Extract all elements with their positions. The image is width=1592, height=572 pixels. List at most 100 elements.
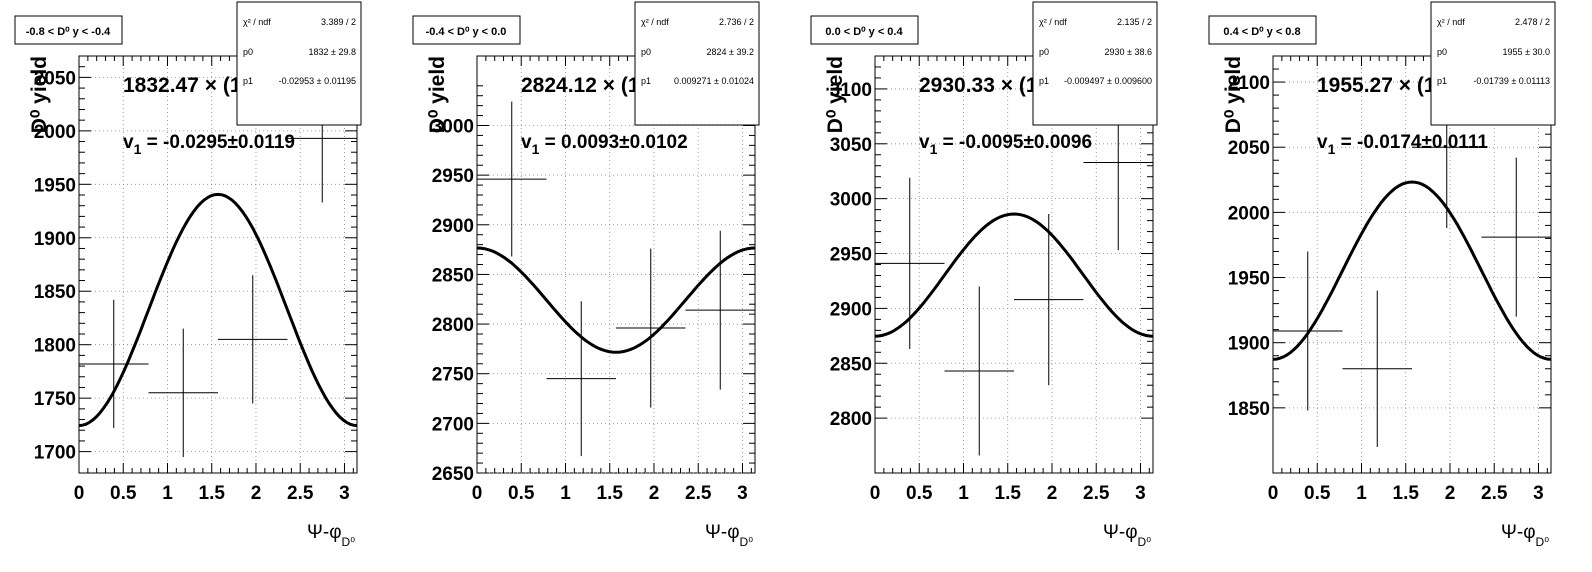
y-tick-label: 1700 xyxy=(34,443,76,464)
y-tick-label: 2950 xyxy=(830,245,872,266)
panel-title: 0.0 < D⁰ y < 0.4 xyxy=(825,26,903,38)
x-tick-label: 0 xyxy=(74,483,85,504)
data-point xyxy=(685,230,755,390)
v1-value: = -0.0095±0.0096 xyxy=(937,132,1092,153)
chart-panel-4: 0 0.5 1 1.5 2 2.5 3 1850 1900 1950 2000 2050 2100 195… xyxy=(1208,1,1556,549)
v1-result: v1 = -0.0174±0.0111 xyxy=(1317,132,1488,157)
chart-panel-2: 0 0.5 1 1.5 2 2.5 3 2650 2700 2750 2800 2850 2900 295… xyxy=(412,1,760,549)
stats-box: χ² / ndf 2.135 / 2 p0 2930 ± 38.6 p1 -0.00949… xyxy=(1032,1,1158,126)
chart-panel-1: 0 0.5 1 1.5 2 2.5 3 1700 1750 1800 1850 1900 1950 200… xyxy=(14,1,362,549)
data-point xyxy=(79,299,149,429)
x-tick-label: 1.5 xyxy=(1393,483,1420,504)
y-tick-label: 1900 xyxy=(1228,334,1270,355)
x-tick-label: 1.5 xyxy=(995,483,1022,504)
data-point xyxy=(875,177,945,349)
y-tick-label: 2000 xyxy=(1228,203,1270,224)
x-tick-label: 1 xyxy=(1356,483,1367,504)
x-axis-title: Ψ-φD⁰ xyxy=(307,522,355,549)
x-tick-label: 3 xyxy=(339,483,350,504)
x-tick-label: 1.5 xyxy=(199,483,226,504)
x-axis-title-sub: D⁰ xyxy=(1536,535,1550,549)
stats-p1-value: 0.009271 ± 0.01024 xyxy=(674,76,754,86)
data-point xyxy=(1273,251,1343,411)
stats-p1-value: -0.009497 ± 0.009600 xyxy=(1064,76,1152,86)
x-axis-title-sub: D⁰ xyxy=(740,535,754,549)
data-point xyxy=(1342,290,1412,447)
x-tick-label: 2 xyxy=(1047,483,1058,504)
y-axis-title: D⁰ yield xyxy=(1222,56,1245,133)
x-axis-title: Ψ-φD⁰ xyxy=(1501,522,1549,549)
v1-subscript: 1 xyxy=(930,141,938,157)
y-tick-label: 2050 xyxy=(34,68,76,89)
y-tick-label: 2700 xyxy=(432,414,474,435)
stats-chi2-value: 3.389 / 2 xyxy=(321,17,356,27)
panel-title: -0.4 < D⁰ y < 0.0 xyxy=(426,26,507,38)
x-tick-label: 3 xyxy=(737,483,748,504)
v1-value: = -0.0295±0.0119 xyxy=(141,132,295,153)
stats-p0-value: 1955 ± 30.0 xyxy=(1503,47,1550,57)
title-box-frame xyxy=(810,15,919,45)
x-tick-label: 3 xyxy=(1533,483,1544,504)
x-tick-label: 1 xyxy=(560,483,571,504)
x-tick-label: 1 xyxy=(162,483,173,504)
panel-title-box: -0.8 < D⁰ y < -0.4 xyxy=(14,15,123,45)
title-box-frame xyxy=(412,15,521,45)
y-tick-label: 2800 xyxy=(432,315,474,336)
y-tick-label: 2800 xyxy=(830,409,872,430)
stats-chi2-label: χ² / ndf xyxy=(1039,17,1067,27)
x-axis-title-main: Ψ-φ xyxy=(1103,522,1138,543)
x-tick-label: 2 xyxy=(649,483,660,504)
y-tick-label: 2000 xyxy=(34,122,76,143)
title-box-frame xyxy=(1208,15,1317,45)
v1-subscript: 1 xyxy=(532,141,540,157)
fit-curve xyxy=(476,246,756,354)
stats-chi2-label: χ² / ndf xyxy=(641,17,669,27)
panel-title-box: 0.4 < D⁰ y < 0.8 xyxy=(1208,15,1317,45)
x-tick-label: 0 xyxy=(1268,483,1279,504)
v1-result: v1 = -0.0095±0.0096 xyxy=(919,132,1092,157)
y-tick-label: 1950 xyxy=(34,175,76,196)
y-tick-label: 2850 xyxy=(830,354,872,375)
data-point xyxy=(477,101,547,257)
y-tick-label: 3000 xyxy=(432,117,474,138)
y-tick-label: 2050 xyxy=(1228,138,1270,159)
y-tick-label: 3100 xyxy=(830,80,872,101)
panel-title: 0.4 < D⁰ y < 0.8 xyxy=(1223,26,1300,38)
y-tick-label: 2750 xyxy=(432,365,474,386)
stats-p0-value: 2930 ± 38.6 xyxy=(1105,47,1152,57)
fit-curve xyxy=(874,212,1154,338)
stats-p0-label: p0 xyxy=(243,47,253,57)
y-tick-label: 1800 xyxy=(34,336,76,357)
fit-curve xyxy=(1272,180,1552,361)
stats-p1-label: p1 xyxy=(641,76,651,86)
v1-value: = -0.0174±0.0111 xyxy=(1335,132,1488,153)
x-tick-label: 0 xyxy=(870,483,881,504)
stats-chi2-value: 2.736 / 2 xyxy=(719,17,754,27)
x-axis-title-sub: D⁰ xyxy=(1138,535,1152,549)
y-axis-title: D⁰ yield xyxy=(426,56,449,133)
x-tick-label: 2.5 xyxy=(685,483,712,504)
stats-chi2-label: χ² / ndf xyxy=(243,17,271,27)
y-tick-label: 1850 xyxy=(34,282,76,303)
v1-subscript: 1 xyxy=(134,141,142,157)
y-tick-label: 3000 xyxy=(830,190,872,211)
y-tick-label: 1750 xyxy=(34,389,76,410)
x-axis-title-sub: D⁰ xyxy=(342,535,356,549)
x-tick-label: 2 xyxy=(1445,483,1456,504)
stats-p0-value: 2824 ± 39.2 xyxy=(707,47,754,57)
x-axis-title-main: Ψ-φ xyxy=(307,522,342,543)
data-point xyxy=(944,286,1014,456)
x-tick-label: 0.5 xyxy=(1304,483,1331,504)
x-tick-label: 2.5 xyxy=(1083,483,1110,504)
stats-box-frame xyxy=(634,1,760,126)
data-point xyxy=(148,328,218,457)
y-axis-title: D⁰ yield xyxy=(824,56,847,133)
y-tick-label: 3050 xyxy=(830,135,872,156)
x-tick-label: 2 xyxy=(251,483,262,504)
y-tick-label: 1850 xyxy=(1228,399,1270,420)
stats-box: χ² / ndf 2.736 / 2 p0 2824 ± 39.2 p1 0.009271… xyxy=(634,1,760,126)
y-tick-label: 2900 xyxy=(432,216,474,237)
x-axis-title: Ψ-φD⁰ xyxy=(705,522,753,549)
stats-box-frame xyxy=(236,1,362,126)
